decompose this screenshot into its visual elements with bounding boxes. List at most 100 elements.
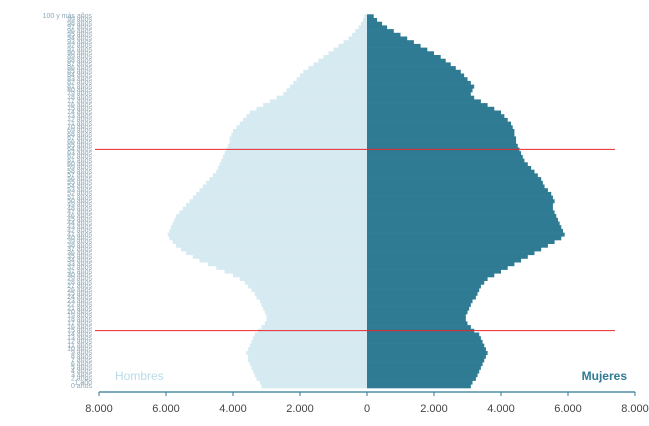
y-tick-label: 69 años bbox=[67, 128, 92, 135]
y-tick-label: 84 años bbox=[67, 72, 92, 79]
bar bbox=[367, 14, 374, 19]
y-tick-label: 11 años bbox=[68, 342, 93, 349]
y-tick-label: 1 año bbox=[74, 379, 92, 386]
y-tick-label: 39 años bbox=[67, 239, 92, 246]
bar bbox=[367, 129, 515, 133]
y-tick-label: 94 años bbox=[67, 35, 92, 42]
bar bbox=[367, 80, 471, 85]
bar bbox=[233, 273, 367, 278]
y-tick-label: 6 años bbox=[71, 361, 93, 368]
y-tick-label: 72 años bbox=[67, 117, 92, 124]
y-tick-label: 27 años bbox=[67, 283, 92, 290]
y-tick-label: 82 años bbox=[67, 80, 92, 87]
bar bbox=[261, 384, 367, 389]
bar bbox=[171, 225, 367, 230]
bar bbox=[318, 58, 367, 63]
bar bbox=[367, 358, 485, 363]
bar bbox=[367, 77, 468, 82]
bar bbox=[236, 125, 367, 130]
y-tick-label: 4 años bbox=[71, 368, 93, 375]
bar bbox=[264, 321, 367, 326]
bar bbox=[367, 332, 480, 337]
y-tick-label: 8 años bbox=[71, 353, 93, 360]
bar bbox=[367, 232, 565, 237]
bar bbox=[251, 288, 367, 293]
bar bbox=[251, 339, 367, 344]
legend-women: Mujeres bbox=[582, 369, 628, 383]
y-tick-label: 33 años bbox=[67, 261, 92, 268]
bar bbox=[189, 199, 367, 204]
bar bbox=[261, 325, 367, 330]
bar bbox=[253, 369, 367, 374]
bar bbox=[248, 347, 367, 352]
bar bbox=[243, 117, 367, 122]
y-tick-label: 70 años bbox=[67, 124, 92, 131]
y-tick-label: 46 años bbox=[67, 213, 92, 220]
y-tick-label: 5 años bbox=[71, 364, 93, 371]
y-tick-label: 30 años bbox=[67, 272, 92, 279]
y-tick-label: 65 años bbox=[67, 142, 92, 149]
bar bbox=[367, 302, 471, 307]
y-tick-label: 64 años bbox=[67, 146, 92, 153]
bar bbox=[367, 354, 486, 359]
bar bbox=[333, 47, 367, 52]
bar bbox=[261, 302, 367, 307]
y-tick-label: 73 años bbox=[67, 113, 92, 120]
bar bbox=[367, 21, 383, 26]
y-tick-label: 93 años bbox=[67, 39, 92, 46]
y-tick-label: 48 años bbox=[67, 205, 92, 212]
bar bbox=[367, 369, 480, 374]
y-tick-label: 78 años bbox=[67, 94, 92, 101]
bar bbox=[367, 84, 475, 89]
bar bbox=[367, 214, 557, 219]
bar bbox=[367, 376, 476, 381]
x-tick-label: 6.000 bbox=[152, 403, 180, 415]
y-tick-label: 74 años bbox=[67, 109, 92, 116]
bar bbox=[289, 84, 367, 89]
bar bbox=[358, 25, 367, 30]
bar bbox=[367, 306, 470, 311]
y-tick-label: 60 años bbox=[67, 161, 92, 168]
y-tick-label: 54 años bbox=[67, 183, 92, 190]
y-tick-label: 23 años bbox=[67, 298, 92, 305]
y-tick-label: 43 años bbox=[67, 224, 92, 231]
bar bbox=[239, 121, 367, 126]
bar bbox=[367, 343, 485, 348]
y-tick-label: 12 años bbox=[67, 339, 92, 346]
x-tick-label: 2.000 bbox=[420, 403, 448, 415]
y-tick-label: 9 años bbox=[71, 350, 93, 357]
bar bbox=[367, 191, 552, 196]
bar bbox=[212, 173, 367, 178]
bar bbox=[251, 365, 367, 370]
bar bbox=[367, 66, 456, 71]
y-tick-label: 80 años bbox=[67, 87, 92, 94]
bar bbox=[367, 40, 414, 45]
y-tick-label: 89 años bbox=[67, 54, 92, 61]
bar bbox=[313, 62, 367, 67]
bar bbox=[367, 88, 473, 93]
bar bbox=[248, 358, 367, 363]
y-tick-label: 37 años bbox=[67, 246, 92, 253]
y-tick-label: 77 años bbox=[67, 98, 92, 105]
y-tick-label: 2 años bbox=[71, 376, 93, 383]
bar bbox=[367, 25, 388, 30]
bar bbox=[367, 262, 515, 267]
bar bbox=[209, 177, 367, 182]
bar bbox=[367, 317, 466, 322]
bar bbox=[300, 73, 367, 78]
bar bbox=[367, 228, 563, 233]
bar bbox=[249, 110, 367, 115]
y-tick-label: 52 años bbox=[67, 191, 92, 198]
y-tick-label: 100 y más años bbox=[43, 13, 93, 20]
bar bbox=[206, 180, 367, 185]
bar bbox=[308, 66, 367, 71]
bar bbox=[248, 354, 367, 359]
y-tick-label: 79 años bbox=[67, 91, 92, 98]
y-tick-label: 97 años bbox=[67, 24, 92, 31]
bar bbox=[202, 184, 367, 189]
bar bbox=[199, 258, 367, 263]
bar bbox=[367, 339, 483, 344]
y-tick-label: 50 años bbox=[67, 198, 92, 205]
bar bbox=[169, 228, 367, 233]
